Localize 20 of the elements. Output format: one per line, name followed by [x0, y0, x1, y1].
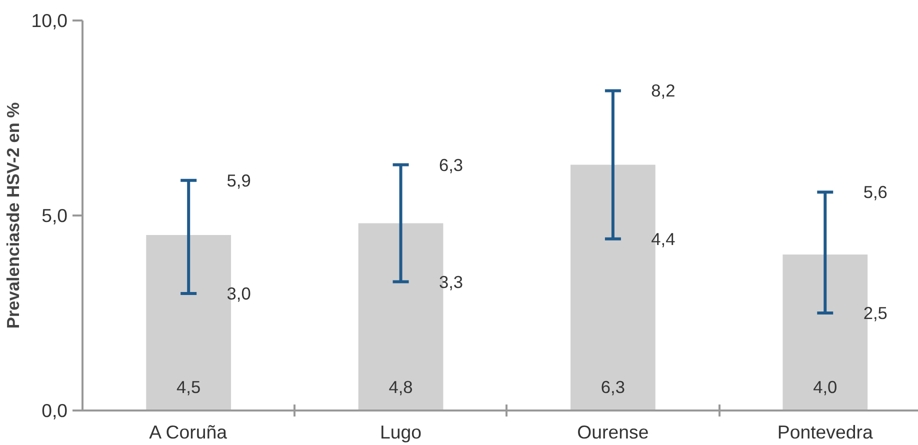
data-label: 4,5: [176, 377, 201, 398]
annotation: 4,4: [651, 228, 676, 249]
y-tick-label: 10,0: [31, 10, 68, 31]
data-label: 6,3: [600, 377, 626, 398]
y-tick-label: 0,0: [42, 400, 68, 421]
annotation: 5,6: [863, 182, 888, 202]
data-label: 4,0: [813, 377, 838, 398]
x-tick-label: A Coruña: [149, 422, 228, 442]
annotation: 2,5: [863, 303, 888, 323]
annotation: 3,3: [438, 272, 464, 292]
y-axis-title: Prevalenciasde HSV-2 en %: [3, 102, 24, 329]
y-tick-label: 5,0: [42, 205, 68, 226]
annotation: 5,9: [226, 170, 251, 190]
annotation: 6,3: [438, 154, 464, 175]
x-tick-label: Pontevedra: [777, 422, 874, 442]
data-label: 4,8: [388, 377, 413, 398]
x-tick-label: Lugo: [380, 422, 422, 442]
annotation: 3,0: [226, 284, 251, 304]
x-tick-label: Ourense: [577, 422, 649, 442]
annotation: 8,2: [651, 80, 676, 101]
